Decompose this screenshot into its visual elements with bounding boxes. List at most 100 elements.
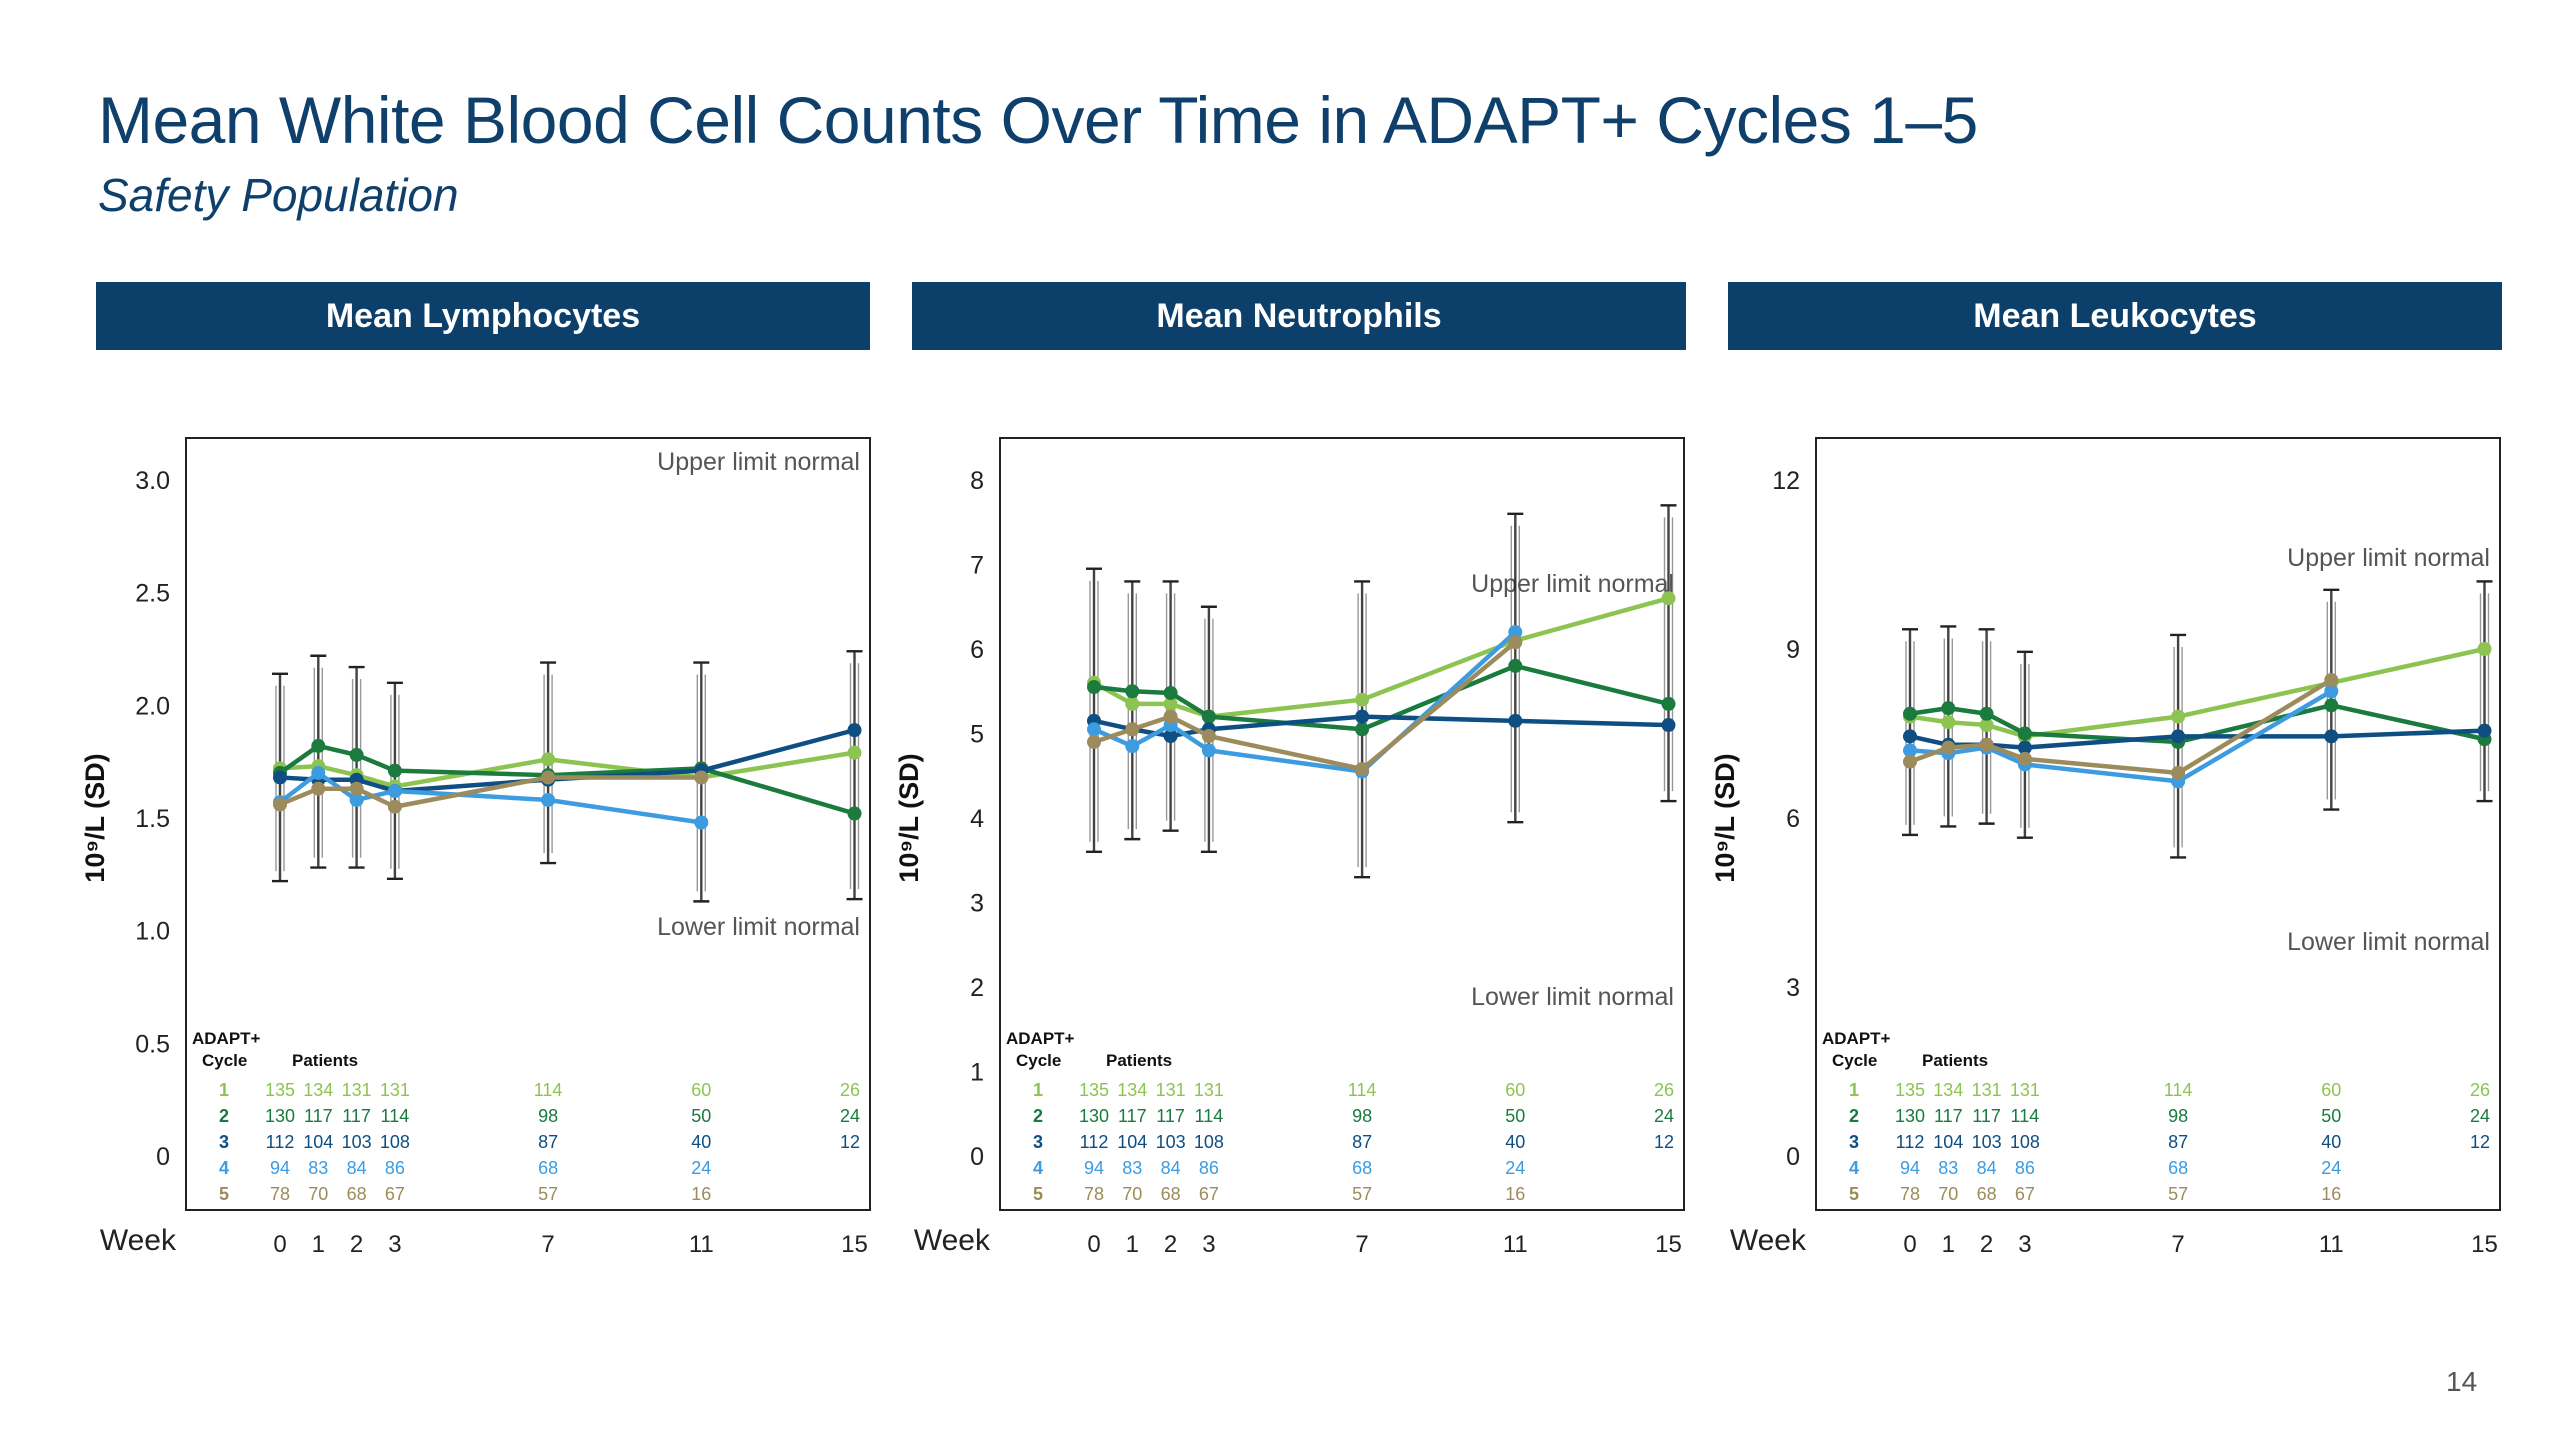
data-point-cycle-2 — [1979, 706, 1994, 721]
table-header-cycle: Cycle — [202, 1051, 247, 1070]
table-patient-count: 114 — [381, 1106, 410, 1126]
table-patient-count: 117 — [1972, 1106, 2001, 1126]
data-point-cycle-5 — [1508, 635, 1523, 650]
y-tick-label: 3 — [970, 890, 984, 918]
table-patient-count: 131 — [380, 1080, 410, 1100]
y-tick-label: 0.5 — [135, 1030, 170, 1058]
table-patient-count: 87 — [538, 1132, 558, 1152]
data-point-cycle-1 — [2477, 642, 2492, 656]
table-patient-count: 130 — [265, 1106, 295, 1126]
x-tick-label: 2 — [1164, 1231, 1177, 1258]
table-patient-count: 60 — [2321, 1080, 2341, 1100]
table-patient-count: 67 — [1199, 1184, 1219, 1204]
table-patient-count: 83 — [1122, 1158, 1142, 1178]
table-patient-count: 94 — [1084, 1158, 1104, 1178]
data-point-cycle-1 — [1125, 696, 1140, 711]
table-patient-count: 26 — [1654, 1080, 1674, 1100]
data-point-cycle-4 — [1903, 743, 1917, 758]
table-patient-count: 103 — [1972, 1132, 2002, 1152]
table-patient-count: 24 — [2321, 1158, 2341, 1178]
x-tick-label: 15 — [841, 1231, 868, 1258]
x-tick-label: 3 — [1202, 1231, 1215, 1258]
data-point-cycle-5 — [1201, 729, 1216, 744]
data-point-cycle-4 — [1087, 722, 1101, 737]
table-patient-count: 135 — [265, 1080, 295, 1100]
table-header-patients: Patients — [292, 1051, 358, 1070]
table-patient-count: 68 — [538, 1158, 558, 1178]
table-patient-count: 68 — [2168, 1158, 2188, 1178]
table-patient-count: 57 — [538, 1184, 558, 1204]
data-point-cycle-1 — [541, 752, 556, 767]
data-point-cycle-2 — [387, 763, 402, 778]
upper-limit-label: Upper limit normal — [1471, 570, 1674, 598]
table-patient-count: 117 — [342, 1106, 371, 1126]
data-point-cycle-5 — [349, 781, 364, 796]
table-header-cycle: Cycle — [1016, 1051, 1061, 1070]
y-tick-label: 4 — [970, 805, 984, 833]
data-point-cycle-5 — [694, 770, 709, 785]
data-point-cycle-3 — [1355, 709, 1370, 724]
table-patient-count: 24 — [2470, 1106, 2490, 1126]
data-point-cycle-5 — [387, 799, 402, 814]
table-patient-count: 67 — [385, 1184, 405, 1204]
table-patient-count: 112 — [266, 1132, 295, 1152]
data-point-cycle-5 — [2017, 751, 2032, 766]
data-point-cycle-4 — [1201, 743, 1216, 758]
data-point-cycle-5 — [311, 781, 326, 796]
data-point-cycle-5 — [1979, 737, 1994, 752]
table-patient-count: 98 — [1352, 1106, 1372, 1126]
table-patient-count: 24 — [1654, 1106, 1674, 1126]
table-patient-count: 26 — [840, 1080, 860, 1100]
y-tick-label: 6 — [970, 636, 984, 664]
table-patient-count: 114 — [2164, 1080, 2193, 1100]
slide-subtitle: Safety Population — [98, 169, 459, 221]
lower-limit-label: Lower limit normal — [657, 913, 860, 941]
data-point-cycle-2 — [349, 747, 364, 762]
y-tick-label: 3.0 — [135, 467, 170, 495]
y-tick-label: 1.0 — [135, 918, 170, 946]
table-patient-count: 84 — [347, 1158, 367, 1178]
y-tick-label: 2.5 — [135, 580, 170, 608]
table-patient-count: 40 — [691, 1132, 711, 1152]
panel-header-leukocytes: Mean Leukocytes — [1728, 282, 2502, 350]
table-patient-count: 117 — [1156, 1106, 1185, 1126]
table-patient-count: 130 — [1079, 1106, 1109, 1126]
table-cycle-number: 1 — [219, 1080, 229, 1100]
table-patient-count: 78 — [270, 1184, 290, 1204]
y-tick-label: 0 — [970, 1143, 984, 1171]
table-patient-count: 114 — [1348, 1080, 1377, 1100]
table-cycle-number: 2 — [1849, 1106, 1859, 1126]
y-tick-label: 6 — [1786, 805, 1800, 833]
table-patient-count: 131 — [1156, 1080, 1186, 1100]
data-point-cycle-3 — [1903, 729, 1917, 744]
table-patient-count: 16 — [691, 1184, 711, 1204]
table-header-study: ADAPT+ — [1822, 1029, 1891, 1048]
table-patient-count: 84 — [1161, 1158, 1181, 1178]
table-patient-count: 108 — [380, 1132, 410, 1152]
x-tick-label: 2 — [1980, 1231, 1993, 1258]
table-cycle-number: 4 — [1849, 1158, 1859, 1178]
x-tick-label: 3 — [388, 1231, 401, 1258]
table-patient-count: 135 — [1079, 1080, 1109, 1100]
table-patient-count: 135 — [1895, 1080, 1925, 1100]
data-point-cycle-1 — [2171, 709, 2186, 724]
data-point-cycle-3 — [273, 770, 287, 785]
table-patient-count: 94 — [1900, 1158, 1920, 1178]
table-patient-count: 12 — [840, 1132, 860, 1152]
table-patient-count: 131 — [342, 1080, 372, 1100]
table-patient-count: 12 — [1654, 1132, 1674, 1152]
plot-frame — [185, 437, 871, 1211]
table-patient-count: 60 — [1505, 1080, 1525, 1100]
data-point-cycle-4 — [541, 792, 556, 807]
y-tick-label: 9 — [1786, 636, 1800, 664]
x-tick-label: 11 — [2319, 1231, 2344, 1258]
table-header-study: ADAPT+ — [192, 1029, 261, 1048]
upper-limit-label: Upper limit normal — [2287, 544, 2490, 572]
data-point-cycle-2 — [1508, 658, 1523, 673]
data-point-cycle-5 — [2324, 672, 2339, 687]
table-patient-count: 94 — [270, 1158, 290, 1178]
data-point-cycle-1 — [847, 745, 862, 760]
